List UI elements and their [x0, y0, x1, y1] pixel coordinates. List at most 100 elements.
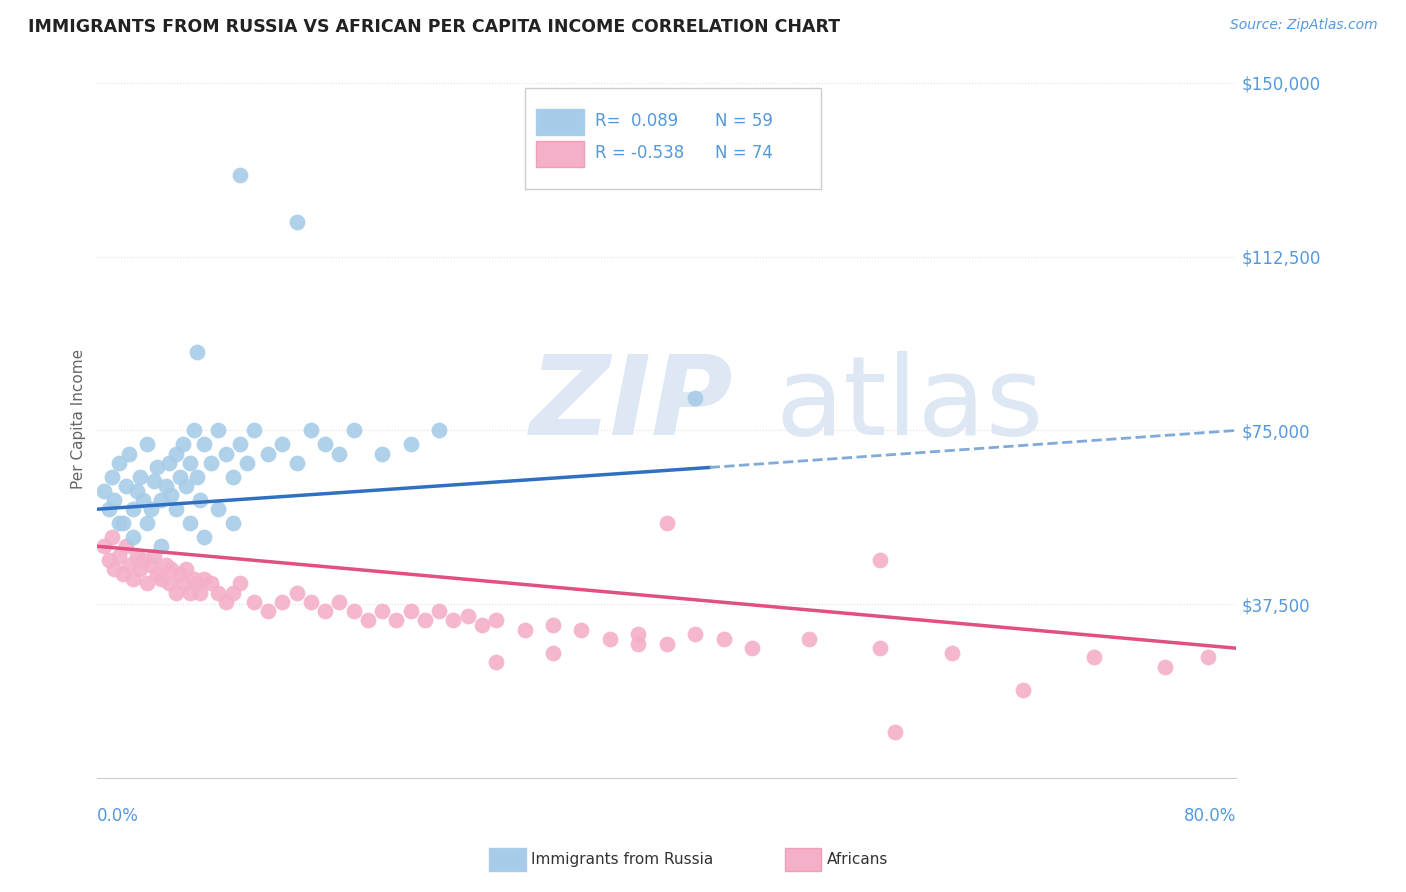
Text: Source: ZipAtlas.com: Source: ZipAtlas.com — [1230, 18, 1378, 32]
Point — [136, 437, 159, 451]
Point — [685, 391, 707, 405]
Point — [160, 562, 183, 576]
Point — [229, 576, 252, 591]
Point — [627, 637, 650, 651]
Point — [883, 724, 905, 739]
Point — [150, 572, 173, 586]
Point — [114, 539, 136, 553]
Point — [385, 614, 408, 628]
Text: N = 74: N = 74 — [714, 144, 773, 162]
Point — [179, 516, 201, 530]
Point — [236, 456, 259, 470]
Point — [111, 516, 134, 530]
Point — [571, 623, 593, 637]
Point — [441, 614, 464, 628]
Text: Immigrants from Russia: Immigrants from Russia — [531, 853, 714, 867]
Point — [172, 576, 194, 591]
Point — [485, 655, 508, 669]
Point — [155, 558, 177, 572]
Point — [122, 502, 145, 516]
Point — [169, 567, 191, 582]
Point — [685, 627, 707, 641]
Point — [285, 456, 308, 470]
Point — [122, 572, 145, 586]
Point — [285, 215, 308, 229]
Y-axis label: Per Capita Income: Per Capita Income — [72, 349, 86, 489]
Point — [103, 492, 125, 507]
Point — [214, 595, 236, 609]
Point — [122, 530, 145, 544]
Text: Africans: Africans — [827, 853, 889, 867]
Point — [129, 469, 152, 483]
Text: N = 59: N = 59 — [714, 112, 773, 130]
Point — [1197, 650, 1219, 665]
Point — [111, 567, 134, 582]
Point — [257, 446, 280, 460]
Point — [207, 502, 229, 516]
Point — [188, 492, 211, 507]
Point — [160, 488, 183, 502]
Text: atlas: atlas — [775, 351, 1043, 458]
Text: 0.0%: 0.0% — [97, 806, 139, 825]
Point — [146, 567, 169, 582]
Point — [93, 483, 115, 498]
Point — [371, 446, 394, 460]
Point — [243, 595, 266, 609]
Point — [183, 424, 205, 438]
Point — [371, 604, 394, 618]
Point — [214, 446, 236, 460]
Point — [150, 492, 173, 507]
Point — [399, 437, 422, 451]
Point — [243, 424, 266, 438]
FancyBboxPatch shape — [536, 141, 583, 167]
Point — [169, 469, 191, 483]
Point — [114, 479, 136, 493]
Point — [1012, 682, 1035, 697]
Point — [513, 623, 536, 637]
Point — [471, 618, 494, 632]
Point — [221, 585, 243, 599]
Point — [143, 475, 166, 489]
Text: R = -0.538: R = -0.538 — [595, 144, 685, 162]
Point — [869, 553, 891, 567]
Point — [183, 572, 205, 586]
Point — [427, 604, 450, 618]
Point — [186, 469, 208, 483]
Point — [141, 502, 163, 516]
Point — [155, 479, 177, 493]
Point — [328, 595, 350, 609]
Point — [179, 456, 201, 470]
Point — [136, 516, 159, 530]
Point — [799, 632, 821, 646]
Point — [285, 585, 308, 599]
Point — [127, 483, 149, 498]
Point — [200, 456, 222, 470]
Point — [413, 614, 436, 628]
Point — [221, 469, 243, 483]
Point — [457, 608, 479, 623]
Text: R=  0.089: R= 0.089 — [595, 112, 678, 130]
Point — [271, 437, 294, 451]
Point — [200, 576, 222, 591]
Point — [165, 502, 187, 516]
Point — [299, 595, 322, 609]
Text: IMMIGRANTS FROM RUSSIA VS AFRICAN PER CAPITA INCOME CORRELATION CHART: IMMIGRANTS FROM RUSSIA VS AFRICAN PER CA… — [28, 18, 841, 36]
FancyBboxPatch shape — [536, 109, 583, 135]
Point — [107, 516, 129, 530]
Point — [328, 446, 350, 460]
Point — [97, 502, 120, 516]
Point — [136, 576, 159, 591]
Point — [143, 549, 166, 563]
Point — [427, 424, 450, 438]
Point — [127, 549, 149, 563]
Point — [107, 549, 129, 563]
Point — [655, 516, 678, 530]
Point — [229, 437, 252, 451]
Point — [1154, 659, 1177, 673]
Point — [627, 627, 650, 641]
Point — [107, 456, 129, 470]
Point — [186, 344, 208, 359]
Point — [118, 446, 141, 460]
Point — [941, 646, 963, 660]
Point — [314, 437, 336, 451]
